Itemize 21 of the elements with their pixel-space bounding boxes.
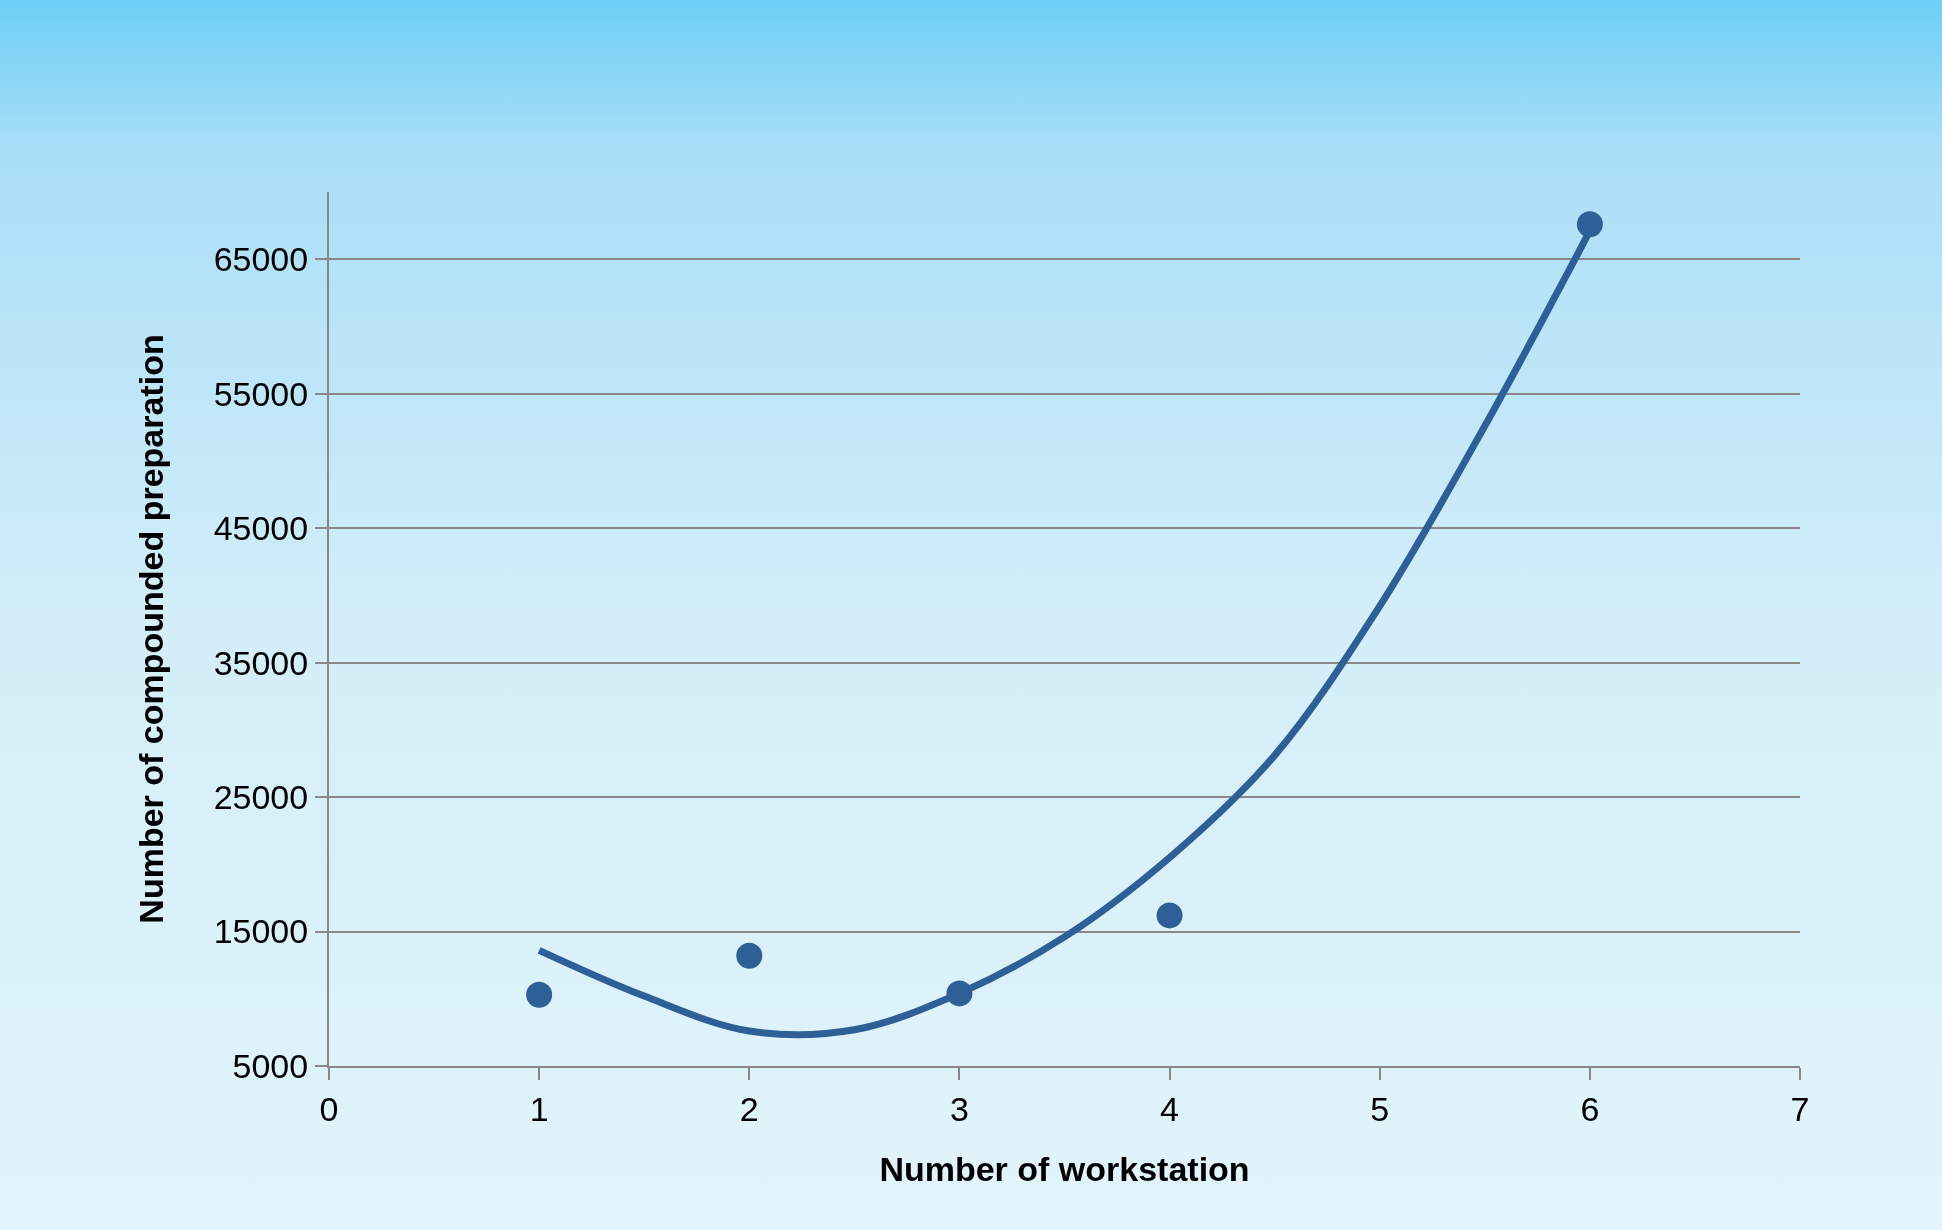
x-tick-label: 6	[1580, 1089, 1600, 1128]
x-tick-label: 4	[1160, 1089, 1180, 1128]
y-tick-label: 5000	[232, 1046, 309, 1085]
x-tick-label: 2	[739, 1089, 759, 1128]
y-tick-label: 65000	[213, 240, 309, 279]
y-tick-label: 25000	[213, 777, 309, 816]
x-tick-label: 5	[1370, 1089, 1390, 1128]
x-tick-label: 3	[949, 1089, 969, 1128]
point	[526, 981, 553, 1008]
y-tick-label: 15000	[213, 912, 309, 951]
point	[1576, 211, 1603, 238]
point	[1156, 902, 1183, 929]
x-tick-label: 7	[1790, 1089, 1810, 1128]
x-tick-label: 0	[319, 1089, 339, 1128]
y-tick-label: 45000	[213, 509, 309, 548]
x-axis-title: Number of workstation	[879, 1149, 1250, 1188]
y-tick-label: 55000	[213, 374, 309, 413]
x-tick-label: 1	[529, 1089, 549, 1128]
y-axis-title: Number of compounded preparation	[131, 334, 170, 924]
point	[736, 942, 763, 969]
y-tick-label: 35000	[213, 643, 309, 682]
